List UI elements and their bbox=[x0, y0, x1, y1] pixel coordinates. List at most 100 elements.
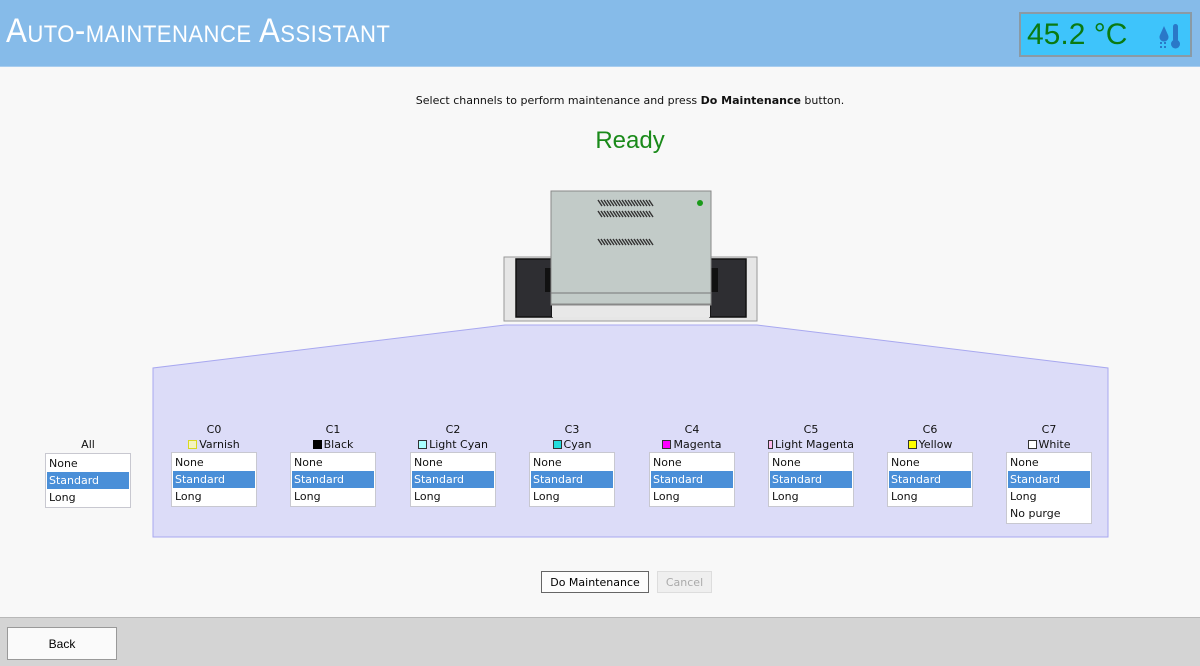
color-swatch-icon bbox=[312, 439, 322, 449]
vent-slot bbox=[597, 199, 603, 207]
vent-slot bbox=[603, 210, 609, 218]
vent-slot bbox=[639, 199, 645, 207]
listbox-option[interactable]: Standard bbox=[651, 471, 733, 488]
listbox-option[interactable]: None bbox=[414, 456, 443, 469]
vent-slot bbox=[648, 210, 654, 218]
listbox-option[interactable]: No purge bbox=[1010, 507, 1061, 520]
all-mode-listbox[interactable]: None Standard Long bbox=[45, 453, 131, 508]
channel-mode-listbox[interactable]: None Standard Long bbox=[768, 452, 854, 507]
vent-slot bbox=[618, 238, 624, 246]
channel-mode-listbox[interactable]: None Standard Long bbox=[171, 452, 257, 507]
color-swatch-icon bbox=[418, 439, 428, 449]
channel-c3: C3 Cyan None Standard Long bbox=[529, 423, 615, 507]
listbox-option[interactable]: Standard bbox=[1008, 471, 1090, 488]
listbox-option[interactable]: Long bbox=[533, 490, 560, 503]
vent-slot bbox=[642, 238, 648, 246]
color-swatch-icon bbox=[662, 439, 672, 449]
listbox-option[interactable]: None bbox=[294, 456, 323, 469]
channel-c0: C0 Varnish None Standard Long bbox=[171, 423, 257, 507]
vent-slot bbox=[642, 210, 648, 218]
listbox-option[interactable]: None bbox=[175, 456, 204, 469]
listbox-option[interactable]: None bbox=[653, 456, 682, 469]
vent-slot bbox=[609, 238, 615, 246]
vent-slot bbox=[624, 199, 630, 207]
vent-slot bbox=[609, 210, 615, 218]
vent-slot bbox=[627, 210, 633, 218]
listbox-option[interactable]: Long bbox=[891, 490, 918, 503]
channel-mode-listbox[interactable]: None Standard Long bbox=[529, 452, 615, 507]
color-swatch-icon bbox=[768, 439, 774, 449]
channel-c7: C7 White None Standard Long No purge bbox=[1006, 423, 1092, 524]
printhead-body bbox=[550, 190, 712, 306]
listbox-option[interactable]: None bbox=[772, 456, 801, 469]
cancel-button[interactable]: Cancel bbox=[657, 571, 712, 593]
listbox-option[interactable]: Long bbox=[49, 491, 76, 504]
listbox-option[interactable]: None bbox=[1010, 456, 1039, 469]
vent-slot bbox=[615, 210, 621, 218]
channel-mode-listbox[interactable]: None Standard Long bbox=[410, 452, 496, 507]
vent-slot bbox=[597, 238, 603, 246]
vent-slot bbox=[627, 238, 633, 246]
channel-id: C7 bbox=[1041, 423, 1057, 436]
vent-slot bbox=[642, 199, 648, 207]
channel-mode-listbox[interactable]: None Standard Long bbox=[887, 452, 973, 507]
channel-mode-listbox[interactable]: None Standard Long bbox=[290, 452, 376, 507]
channel-name: Light Magenta bbox=[775, 437, 854, 451]
channel-name: Light Cyan bbox=[429, 437, 488, 451]
channel-c2: C2 Light Cyan None Standard Long bbox=[410, 423, 496, 507]
color-swatch-icon bbox=[1027, 439, 1037, 449]
vent-slot bbox=[648, 199, 654, 207]
vent-slot bbox=[600, 238, 606, 246]
vent-slot bbox=[636, 199, 642, 207]
channel-mode-listbox[interactable]: None Standard Long No purge bbox=[1006, 452, 1092, 524]
listbox-option[interactable]: Standard bbox=[292, 471, 374, 488]
vent-slot bbox=[606, 210, 612, 218]
channel-name: Varnish bbox=[199, 437, 240, 451]
listbox-option[interactable]: Long bbox=[772, 490, 799, 503]
vent-slot bbox=[612, 210, 618, 218]
listbox-option[interactable]: None bbox=[533, 456, 562, 469]
listbox-option[interactable]: Long bbox=[1010, 490, 1037, 503]
printer-illustration bbox=[152, 190, 1109, 538]
app-title: Auto-maintenance Assistant bbox=[6, 12, 391, 50]
temperature-display: 45.2 °C bbox=[1019, 12, 1192, 57]
vent-slot bbox=[624, 238, 630, 246]
listbox-option[interactable]: Long bbox=[653, 490, 680, 503]
channel-id: C1 bbox=[325, 423, 341, 436]
vent-slot bbox=[618, 199, 624, 207]
channel-c4: C4 Magenta None Standard Long bbox=[649, 423, 735, 507]
vent-slot bbox=[645, 238, 651, 246]
vent-slot bbox=[630, 238, 636, 246]
listbox-option[interactable]: Standard bbox=[173, 471, 255, 488]
listbox-option[interactable]: Standard bbox=[47, 472, 129, 489]
vent-slot bbox=[636, 210, 642, 218]
channel-c1: C1 Black None Standard Long bbox=[290, 423, 376, 507]
do-maintenance-button[interactable]: Do Maintenance bbox=[541, 571, 649, 593]
channel-name: Cyan bbox=[563, 437, 592, 451]
header-bar: Auto-maintenance Assistant 45.2 °C bbox=[0, 0, 1200, 67]
listbox-option[interactable]: Long bbox=[175, 490, 202, 503]
vent-slot bbox=[597, 210, 603, 218]
listbox-option[interactable]: Standard bbox=[889, 471, 971, 488]
listbox-option[interactable]: Standard bbox=[412, 471, 494, 488]
vent-slot bbox=[630, 210, 636, 218]
vent-slot bbox=[609, 199, 615, 207]
vent-slot bbox=[621, 238, 627, 246]
channel-id: C4 bbox=[684, 423, 700, 436]
vent-slot bbox=[633, 238, 639, 246]
listbox-option[interactable]: None bbox=[49, 457, 78, 470]
listbox-option[interactable]: Long bbox=[414, 490, 441, 503]
channel-mode-listbox[interactable]: None Standard Long bbox=[649, 452, 735, 507]
listbox-option[interactable]: Long bbox=[294, 490, 321, 503]
channel-name: Yellow bbox=[918, 437, 953, 451]
vent-slot bbox=[600, 210, 606, 218]
all-channels-group: All None Standard Long bbox=[45, 438, 131, 508]
listbox-option[interactable]: Standard bbox=[770, 471, 852, 488]
channel-c5: C5 Light Magenta None Standard Long bbox=[768, 423, 854, 507]
channel-name: White bbox=[1038, 437, 1071, 451]
channel-panel bbox=[152, 324, 1109, 538]
channel-id: C2 bbox=[445, 423, 461, 436]
listbox-option[interactable]: Standard bbox=[531, 471, 613, 488]
back-button[interactable]: Back bbox=[7, 627, 117, 660]
listbox-option[interactable]: None bbox=[891, 456, 920, 469]
